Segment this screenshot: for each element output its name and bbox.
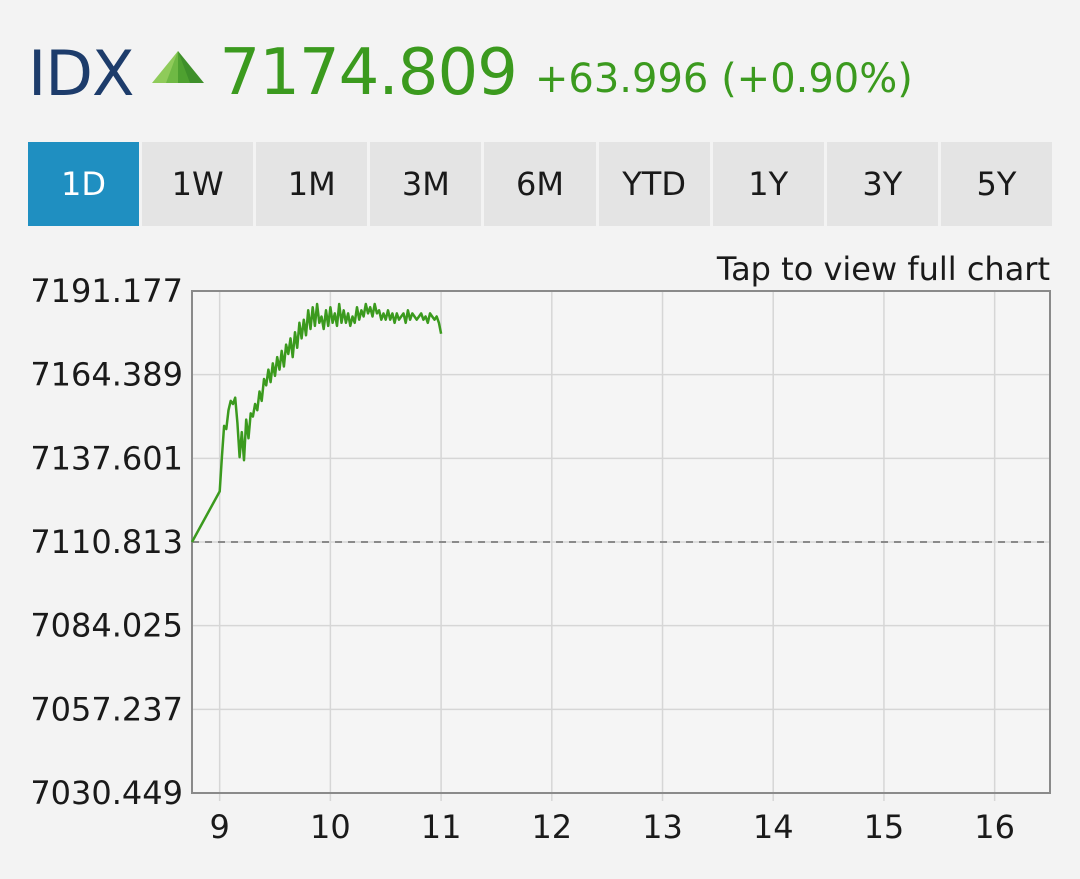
y-tick-label: 7084.025 [30,607,183,645]
price-line [190,302,443,543]
y-tick-label: 7191.177 [30,272,183,310]
y-tick-label: 7057.237 [30,690,183,728]
y-tick-label: 7030.449 [30,774,183,812]
full-chart-link[interactable]: Tap to view full chart [716,250,1050,288]
x-tick-label: 16 [974,808,1015,846]
symbol-label: IDX [28,36,134,110]
x-tick-label: 12 [531,808,572,846]
triangle-up-icon [151,51,204,83]
price-value: 7174.809 [219,36,518,110]
quote-header: IDX 7174.809 +63.996 (+0.90%) [28,28,913,118]
y-tick-label: 7110.813 [30,523,183,561]
tab-3y[interactable]: 3Y [826,142,941,226]
x-tick-label: 11 [421,808,462,846]
x-tick-label: 9 [209,808,229,846]
x-tick-label: 15 [864,808,905,846]
tab-1d[interactable]: 1D [28,142,143,226]
y-tick-label: 7137.601 [30,439,183,477]
x-tick-label: 13 [642,808,683,846]
y-tick-label: 7164.389 [30,356,183,394]
tab-ytd[interactable]: YTD [598,142,713,226]
price-change: +63.996 (+0.90%) [534,56,913,102]
x-tick-label: 10 [310,808,351,846]
x-tick-label: 14 [753,808,794,846]
tab-6m[interactable]: 6M [484,142,599,226]
tab-5y[interactable]: 5Y [940,142,1052,226]
tab-3m[interactable]: 3M [370,142,485,226]
range-tabs: 1D 1W 1M 3M 6M YTD 1Y 3Y 5Y [28,142,1052,226]
tab-1y[interactable]: 1Y [712,142,827,226]
tab-1m[interactable]: 1M [256,142,371,226]
tab-1w[interactable]: 1W [142,142,257,226]
